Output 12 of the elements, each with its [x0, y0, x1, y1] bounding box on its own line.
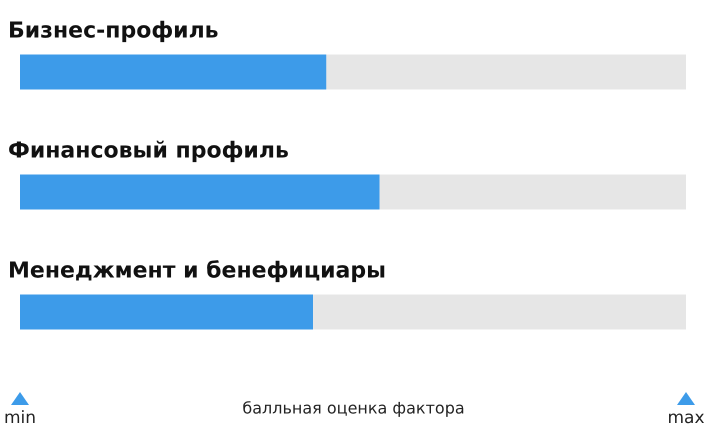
y-tick-label: Бизнес-профиль	[8, 18, 219, 44]
bar	[326, 54, 686, 90]
text: min	[4, 408, 36, 428]
bar	[20, 174, 380, 210]
x-axis-title: балльная оценка фактора	[242, 398, 465, 418]
y-tick-label: Финансовый профиль	[8, 138, 289, 164]
bar	[380, 174, 686, 210]
bar	[313, 294, 686, 330]
bar	[20, 294, 314, 330]
text: max	[667, 408, 705, 428]
y-tick-label: Менеджмент и бенефициары	[8, 258, 386, 284]
bar	[20, 54, 326, 90]
